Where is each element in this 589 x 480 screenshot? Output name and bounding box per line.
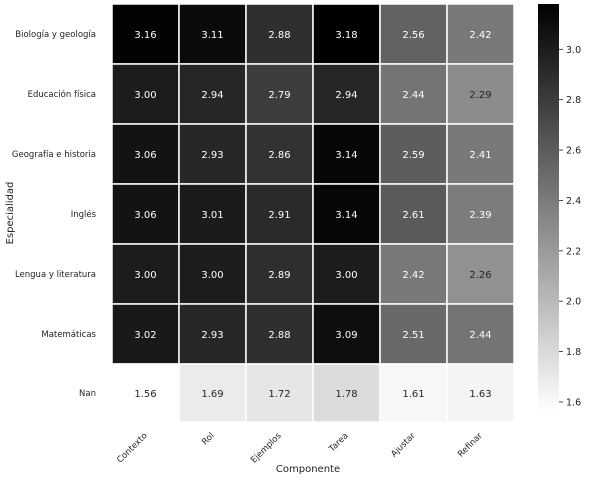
- cell-value-label: 2.94: [335, 90, 357, 101]
- cell-value-label: 3.11: [201, 30, 223, 41]
- cell-value-label: 2.91: [268, 210, 290, 221]
- heatmap-cell: [178, 3, 247, 65]
- row-labels: Biología y geología Educación física Geogr…: [12, 30, 97, 399]
- heatmap-cell: [111, 363, 180, 423]
- cell-value-label: 3.00: [134, 90, 156, 101]
- column-label: Ajustar: [389, 431, 418, 460]
- cell-value-label: 2.41: [469, 150, 491, 161]
- cell-value-label: 2.56: [402, 30, 424, 41]
- colorbar-tick-label: 1.6: [566, 397, 581, 408]
- column-label: Rol: [200, 431, 216, 447]
- cell-value-label: 2.44: [402, 90, 424, 101]
- row-label: Educación física: [28, 89, 96, 100]
- heatmap-cell: [178, 183, 247, 245]
- colorbar-tick-label: 2.4: [566, 196, 581, 207]
- cell-value-label: 2.93: [201, 150, 223, 161]
- column-label: Contexto: [115, 431, 149, 465]
- cell-value-label: 1.78: [335, 389, 357, 400]
- heatmap-cell: [446, 363, 515, 423]
- cell-value-label: 2.59: [402, 150, 424, 161]
- colorbar-tick-label: 2.0: [566, 297, 581, 308]
- cell-value-label: 3.01: [201, 210, 223, 221]
- cell-value-label: 3.16: [134, 30, 156, 41]
- heatmap-cell: [312, 63, 381, 125]
- cell-value-label: 3.06: [134, 210, 156, 221]
- heatmap-cell: [446, 303, 515, 365]
- cell-value-label: 2.79: [268, 90, 290, 101]
- cell-value-label: 2.94: [201, 90, 223, 101]
- cell-value-label: 3.18: [335, 30, 357, 41]
- heatmap-cell: [379, 363, 448, 423]
- row-label: Nan: [79, 389, 96, 399]
- colorbar-tick-label: 1.8: [566, 347, 581, 358]
- cell-value-label: 2.61: [402, 210, 424, 221]
- colorbar-tick-label: 2.6: [566, 146, 581, 157]
- x-axis-label: Componente: [276, 464, 340, 475]
- row-label: Geografía e historia: [12, 150, 96, 160]
- heatmap-cell: [446, 243, 515, 305]
- heatmap-cell: [312, 123, 381, 185]
- cell-value-label: 3.06: [134, 150, 156, 161]
- cell-value-label: 2.26: [469, 270, 491, 281]
- cell-value-label: 3.09: [335, 330, 357, 341]
- cell-value-label: 2.42: [402, 270, 424, 281]
- heatmap-cell: [379, 243, 448, 305]
- column-labels: Contexto Rol Ejemplos Tarea Ajustar Refinar: [115, 431, 485, 466]
- colorbar-tick-label: 3.0: [566, 45, 581, 56]
- heatmap-cell: [111, 183, 180, 245]
- heatmap-cell: [379, 183, 448, 245]
- heatmap-cell: [111, 3, 180, 65]
- row-label: Lengua y literatura: [15, 270, 96, 280]
- heatmap-cell: [446, 63, 515, 125]
- row-label: Biología y geología: [15, 30, 96, 40]
- heatmap-cell: [245, 183, 314, 245]
- heatmap-cell: [178, 363, 247, 423]
- column-label: Refinar: [456, 431, 485, 460]
- heatmap-cell: [312, 183, 381, 245]
- heatmap-cell: [111, 303, 180, 365]
- cell-value-label: 3.00: [134, 270, 156, 281]
- heatmap-cell: [178, 123, 247, 185]
- cell-value-label: 2.88: [268, 330, 290, 341]
- cell-value-label: 2.93: [201, 330, 223, 341]
- cell-value-label: 1.56: [134, 389, 156, 400]
- colorbar-tick-label: 2.2: [566, 246, 581, 257]
- heatmap-cell: [178, 63, 247, 125]
- column-label: Tarea: [327, 431, 351, 455]
- cell-value-label: 1.69: [201, 389, 223, 400]
- cell-value-label: 1.63: [469, 389, 491, 400]
- cell-value-label: 3.14: [335, 150, 357, 161]
- heatmap-cell: [446, 3, 515, 65]
- heatmap-cell: [446, 183, 515, 245]
- cell-value-label: 1.72: [268, 389, 290, 400]
- heatmap-cell: [446, 123, 515, 185]
- heatmap-cell: [245, 243, 314, 305]
- cell-value-label: 1.61: [402, 389, 424, 400]
- cell-value-label: 2.44: [469, 330, 491, 341]
- heatmap-cells: 3.16 3.11 2.88 3.18 2.56 2.42 3.00 2.94 2.79 2.94…: [111, 3, 515, 423]
- heatmap-cell: [379, 123, 448, 185]
- cell-value-label: 2.88: [268, 30, 290, 41]
- heatmap-cell: [312, 363, 381, 423]
- colorbar-ticks: 1.6 1.8 2.0 2.2 2.4 2.6 2.8 3.0: [559, 45, 581, 408]
- row-label: Matemáticas: [41, 330, 96, 340]
- y-axis-label: Especialidad: [5, 182, 16, 245]
- colorbar-tick-label: 2.8: [566, 95, 581, 106]
- cell-value-label: 3.02: [134, 330, 156, 341]
- cell-value-label: 2.89: [268, 270, 290, 281]
- cell-value-label: 2.39: [469, 210, 491, 221]
- column-label: Ejemplos: [249, 431, 284, 466]
- cell-value-label: 2.86: [268, 150, 290, 161]
- cell-value-label: 2.51: [402, 330, 424, 341]
- heatmap-cell: [312, 243, 381, 305]
- colorbar: [538, 4, 559, 412]
- cell-value-label: 2.29: [469, 90, 491, 101]
- cell-value-label: 3.00: [201, 270, 223, 281]
- row-label: Inglés: [71, 209, 97, 220]
- cell-value-label: 3.14: [335, 210, 357, 221]
- cell-value-label: 2.42: [469, 30, 491, 41]
- cell-value-label: 3.00: [335, 270, 357, 281]
